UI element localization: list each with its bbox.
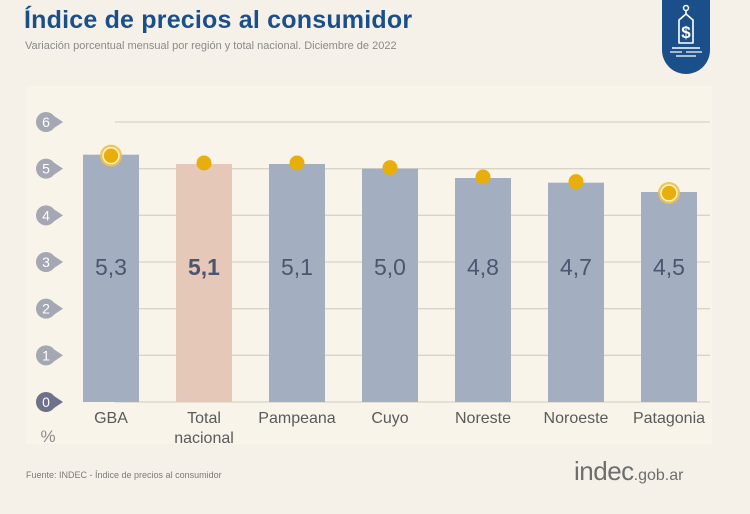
brand-badge: $ <box>662 0 710 74</box>
bar-value-label: 5,0 <box>374 254 406 280</box>
y-tick-pointer <box>54 116 63 128</box>
price-tag-dollar-icon: $ <box>670 4 702 57</box>
y-tick-label: 5 <box>42 161 50 177</box>
marker-ring-inner <box>102 146 120 165</box>
chart-title: Índice de precios al consumidor <box>24 6 413 34</box>
bar-pampeana <box>269 164 325 402</box>
bar-cuyo <box>362 168 418 402</box>
y-tick-pointer <box>54 349 63 362</box>
y-tick-pointer <box>54 396 63 408</box>
indec-logo: indec.gob.ar <box>574 456 683 487</box>
y-tick-badge <box>36 158 62 179</box>
chart-panel: 0 1 2 3 4 5 6% 5,3 GBA 5,1 Total nacional 5,1 Pampean… <box>26 86 712 444</box>
y-tick-badge <box>36 112 62 132</box>
bar-chart: 0 1 2 3 4 5 6% 5,3 GBA 5,1 Total nacional 5,1 Pampean… <box>36 112 710 444</box>
bar-value-label: 5,1 <box>281 254 313 280</box>
marker-dot <box>104 148 118 163</box>
y-tick-pointer <box>54 162 63 175</box>
marker-dot <box>662 186 676 200</box>
bar-value-label: 4,8 <box>467 254 499 280</box>
marker-dot <box>289 155 305 171</box>
x-tick-label: Pampeana <box>258 410 335 427</box>
marker-ring-inner <box>660 184 678 202</box>
y-axis-unit: % <box>40 427 55 444</box>
chart-subtitle: Variación porcentual mensual por región … <box>25 40 397 52</box>
y-tick-label: 3 <box>42 254 50 270</box>
bar-patagonia <box>641 192 697 402</box>
y-tick-label: 2 <box>42 301 50 317</box>
y-tick-badge <box>36 252 62 272</box>
y-tick-label: 0 <box>42 394 50 410</box>
y-tick-badge <box>36 392 62 412</box>
bar-value-label: 4,5 <box>653 254 685 280</box>
y-tick-label: 6 <box>42 114 50 130</box>
y-tick-label: 1 <box>42 347 50 363</box>
bar-noroeste <box>548 182 604 402</box>
bar-value-label: 5,1 <box>188 254 220 280</box>
marker-dot <box>475 169 491 185</box>
x-tick-label: Patagonia <box>633 410 705 427</box>
logo-suffix: .gob.ar <box>633 467 684 484</box>
svg-text:$: $ <box>681 23 691 42</box>
y-tick-label: 4 <box>42 207 50 223</box>
x-tick-label: Noroeste <box>544 410 609 427</box>
y-tick-badge <box>36 298 62 319</box>
y-tick-badge <box>36 205 62 226</box>
bar-value-label: 5,3 <box>95 254 127 280</box>
x-tick-label: nacional <box>174 430 234 444</box>
x-tick-label: Total <box>187 410 221 427</box>
marker-dot <box>382 160 398 176</box>
source-note: Fuente: INDEC - Índice de precios al con… <box>26 470 222 480</box>
y-tick-pointer <box>54 209 63 222</box>
marker-dot <box>196 155 212 171</box>
y-tick-pointer <box>54 256 63 268</box>
logo-main: indec <box>574 456 634 486</box>
marker-dot <box>568 174 584 190</box>
y-tick-pointer <box>54 302 63 315</box>
x-tick-label: GBA <box>94 410 128 427</box>
bar-total-nacional <box>176 164 232 402</box>
y-tick-badge <box>36 345 62 366</box>
bar-gba <box>83 154 139 402</box>
x-tick-label: Cuyo <box>371 410 408 427</box>
x-tick-label: Noreste <box>455 410 511 427</box>
bar-noreste <box>455 178 511 402</box>
bar-value-label: 4,7 <box>560 254 592 280</box>
